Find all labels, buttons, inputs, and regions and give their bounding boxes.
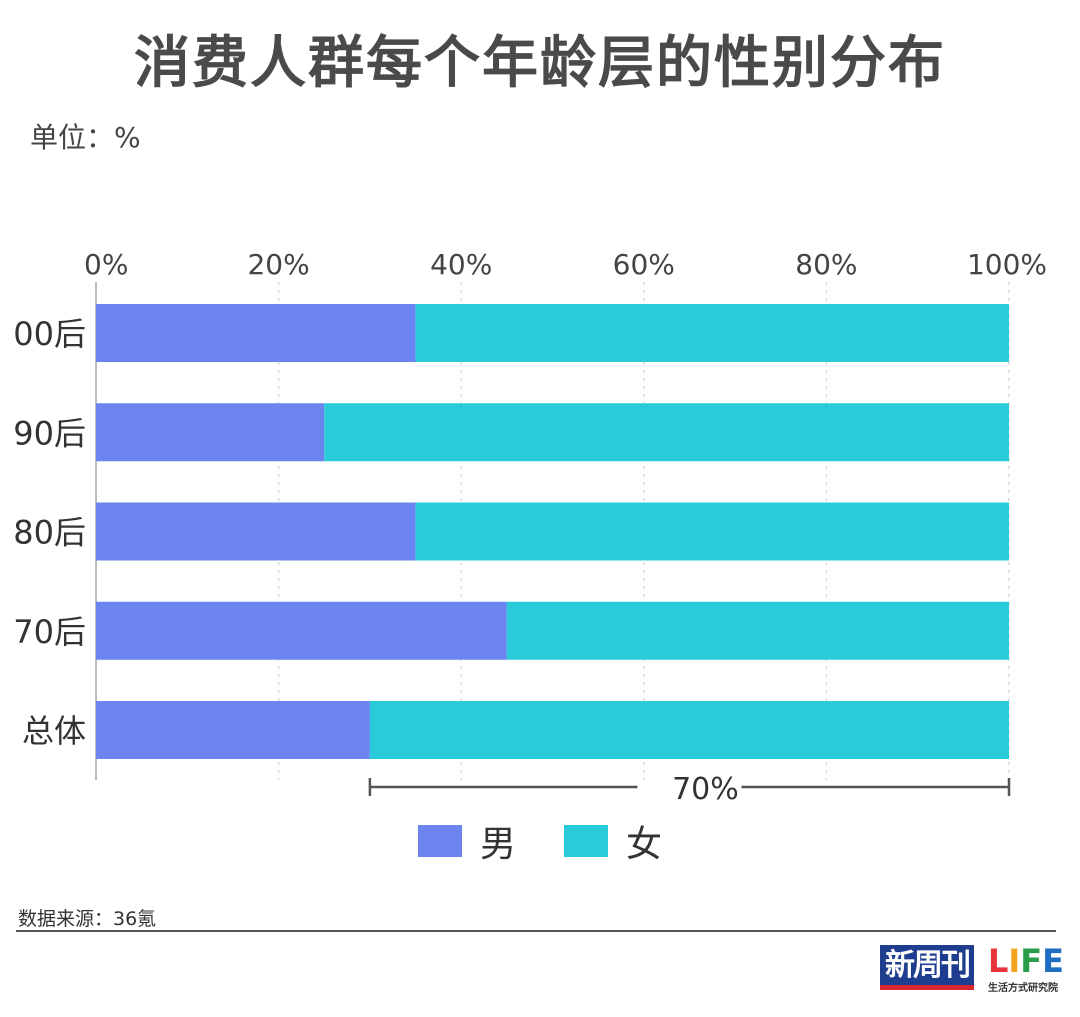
bar-male <box>96 403 325 462</box>
life-logo: LIFE <box>988 942 1065 980</box>
chart-title: 消费人群每个年龄层的性别分布 <box>134 31 946 96</box>
bar-male <box>96 502 416 561</box>
y-category-label: 70后 <box>13 613 86 651</box>
x-tick-label: 100% <box>967 248 1047 281</box>
legend-label-male: 男 <box>479 824 516 865</box>
legend-swatch-male <box>417 825 462 857</box>
bar-male <box>96 701 370 759</box>
y-category-label: 总体 <box>22 712 86 750</box>
unit-label: 单位：% <box>30 121 141 154</box>
data-source: 数据来源：36氪 <box>18 908 157 930</box>
legend: 男 女 <box>0 815 1080 867</box>
x-tick-label: 60% <box>613 248 675 281</box>
bar-male <box>96 304 416 362</box>
bar-female <box>369 701 1009 759</box>
legend-item-female: 女 <box>564 815 662 867</box>
xinzhoukan-logo-bar <box>880 985 974 990</box>
y-category-label: 80后 <box>13 514 86 552</box>
x-tick-label: 20% <box>247 248 309 281</box>
bar-female <box>415 502 1009 561</box>
footer-divider <box>16 930 1056 932</box>
x-tick-label: 80% <box>795 248 857 281</box>
y-category-label: 90后 <box>13 414 86 452</box>
x-tick-label: 0% <box>84 248 128 281</box>
bar-female <box>506 601 1009 660</box>
xinzhoukan-logo: 新周刊 <box>880 945 974 987</box>
y-category-label: 00后 <box>13 315 86 353</box>
x-tick-label: 40% <box>430 248 492 281</box>
annotation-label: 70% <box>672 772 739 800</box>
legend-item-male: 男 <box>417 815 516 867</box>
bar-female <box>324 403 1009 462</box>
life-logo-subtitle: 生活方式研究院 <box>988 983 1058 994</box>
bar-female <box>415 304 1009 362</box>
bar-male <box>96 601 507 660</box>
legend-swatch-female <box>564 825 608 857</box>
legend-label-female: 女 <box>626 824 663 865</box>
